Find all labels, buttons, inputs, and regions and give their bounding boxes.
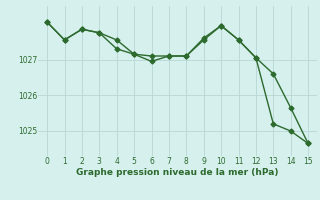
- X-axis label: Graphe pression niveau de la mer (hPa): Graphe pression niveau de la mer (hPa): [76, 168, 279, 177]
